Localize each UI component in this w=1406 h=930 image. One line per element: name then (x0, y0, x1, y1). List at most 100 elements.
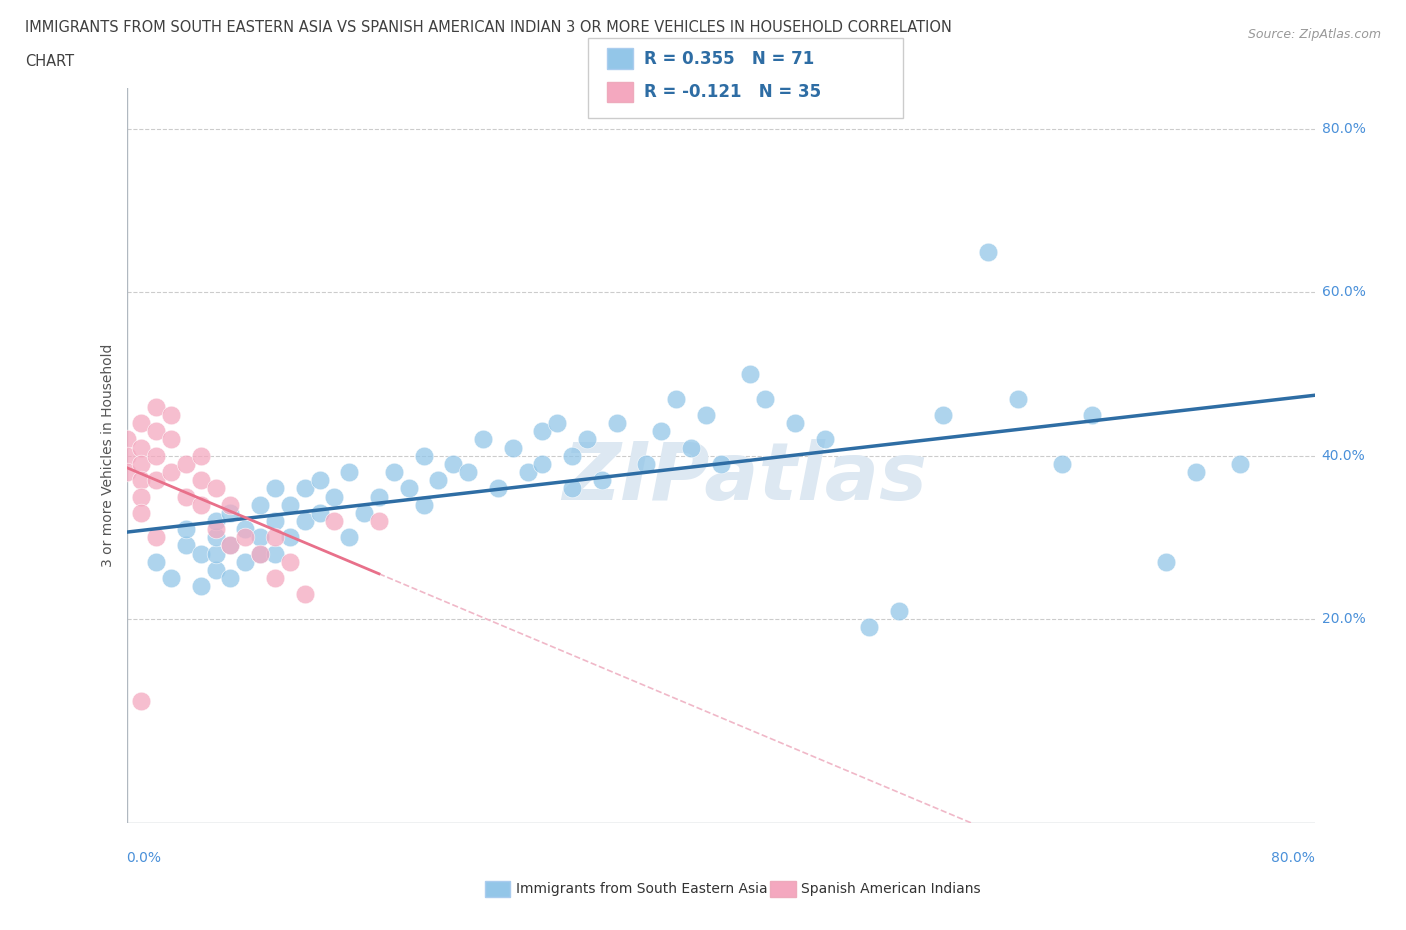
Point (368, 513, 391, 528)
Point (145, 424, 167, 439)
Point (382, 465, 405, 480)
Point (160, 465, 183, 480)
Point (249, 498, 271, 512)
Point (368, 489, 391, 504)
Point (190, 472, 212, 487)
Point (278, 554, 301, 569)
Point (160, 571, 183, 586)
Point (264, 481, 287, 496)
Point (204, 481, 226, 496)
Point (219, 538, 242, 553)
Point (650, 424, 672, 439)
Point (160, 407, 183, 422)
Text: R = -0.121   N = 35: R = -0.121 N = 35 (644, 83, 821, 101)
Point (190, 448, 212, 463)
Point (264, 513, 287, 528)
Point (131, 505, 153, 520)
Point (606, 416, 628, 431)
Point (1184, 465, 1206, 480)
Point (665, 392, 688, 406)
Y-axis label: 3 or more Vehicles in Household: 3 or more Vehicles in Household (101, 344, 115, 567)
Point (190, 546, 212, 561)
Point (412, 498, 434, 512)
Point (561, 448, 583, 463)
Point (131, 457, 153, 472)
Point (233, 530, 256, 545)
Point (145, 448, 167, 463)
Point (1050, 457, 1073, 472)
Point (145, 530, 167, 545)
Point (1229, 457, 1251, 472)
Point (174, 538, 197, 553)
Text: 40.0%: 40.0% (1322, 448, 1365, 463)
Point (264, 546, 287, 561)
Text: 80.0%: 80.0% (1322, 122, 1365, 136)
Point (190, 498, 212, 512)
Point (977, 245, 1000, 259)
Point (115, 465, 138, 480)
Text: R = 0.355   N = 71: R = 0.355 N = 71 (644, 49, 814, 68)
Point (145, 472, 167, 487)
Point (1154, 554, 1177, 569)
Point (679, 440, 702, 455)
Point (323, 513, 346, 528)
Point (531, 424, 554, 439)
Point (531, 457, 554, 472)
Point (887, 604, 910, 618)
Point (219, 538, 242, 553)
Point (264, 530, 287, 545)
Point (131, 472, 153, 487)
Point (441, 457, 464, 472)
Point (709, 457, 731, 472)
Point (740, 366, 762, 381)
Point (131, 416, 153, 431)
Point (174, 457, 197, 472)
Point (278, 530, 301, 545)
Point (294, 587, 316, 602)
Point (1081, 407, 1104, 422)
Text: Immigrants from South Eastern Asia: Immigrants from South Eastern Asia (516, 882, 768, 897)
Point (233, 522, 256, 537)
Text: ZIPatlas: ZIPatlas (562, 439, 927, 517)
Point (398, 481, 420, 496)
Point (783, 416, 806, 431)
Point (337, 530, 360, 545)
Point (427, 472, 450, 487)
Point (471, 432, 495, 446)
Point (145, 399, 167, 414)
Point (323, 489, 346, 504)
Point (219, 505, 242, 520)
Text: 60.0%: 60.0% (1322, 286, 1365, 299)
Point (695, 407, 717, 422)
Point (502, 440, 524, 455)
Point (204, 522, 226, 537)
Point (174, 489, 197, 504)
Text: Source: ZipAtlas.com: Source: ZipAtlas.com (1247, 28, 1381, 41)
Point (219, 571, 242, 586)
Point (233, 554, 256, 569)
Point (412, 448, 434, 463)
Point (308, 505, 330, 520)
Point (516, 465, 538, 480)
Point (486, 481, 509, 496)
Point (219, 498, 242, 512)
Point (160, 432, 183, 446)
Point (249, 546, 271, 561)
Text: IMMIGRANTS FROM SOUTH EASTERN ASIA VS SPANISH AMERICAN INDIAN 3 OR MORE VEHICLES: IMMIGRANTS FROM SOUTH EASTERN ASIA VS SP… (25, 20, 952, 35)
Point (278, 498, 301, 512)
Point (131, 440, 153, 455)
Point (308, 472, 330, 487)
Point (264, 571, 287, 586)
Point (204, 546, 226, 561)
Point (204, 513, 226, 528)
Point (636, 457, 658, 472)
Point (115, 448, 138, 463)
Point (858, 619, 880, 634)
Point (204, 530, 226, 545)
Point (174, 522, 197, 537)
Point (546, 416, 568, 431)
Point (131, 693, 153, 708)
Point (932, 407, 955, 422)
Point (204, 563, 226, 578)
Point (754, 392, 776, 406)
